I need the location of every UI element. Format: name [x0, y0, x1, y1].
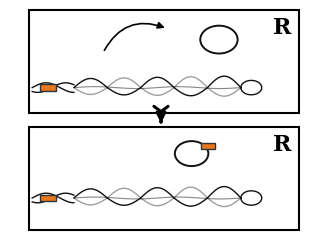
FancyBboxPatch shape: [40, 195, 56, 201]
Text: R: R: [272, 17, 291, 39]
FancyBboxPatch shape: [29, 127, 299, 230]
FancyBboxPatch shape: [201, 143, 215, 149]
FancyBboxPatch shape: [40, 84, 56, 91]
Text: R: R: [272, 134, 291, 156]
FancyBboxPatch shape: [29, 10, 299, 113]
